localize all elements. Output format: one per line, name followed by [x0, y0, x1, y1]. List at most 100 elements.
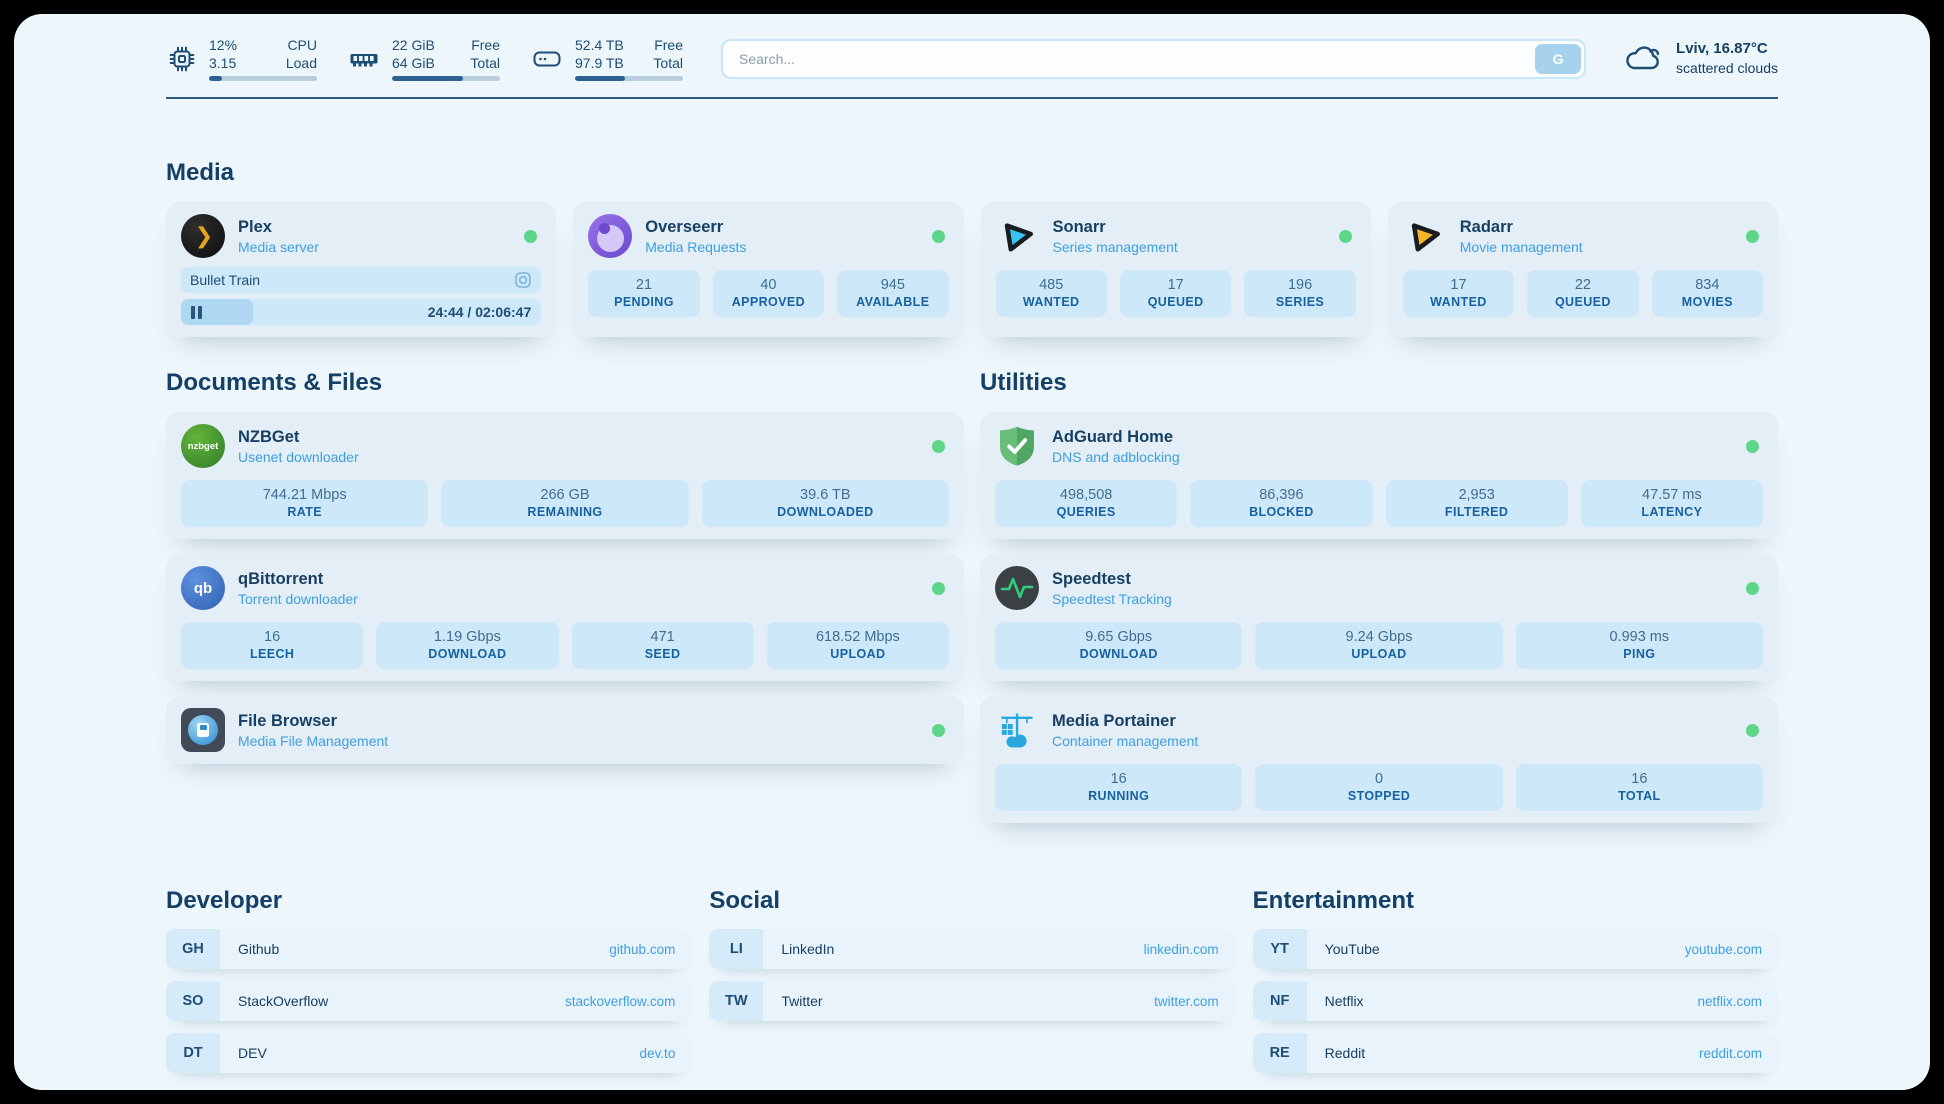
memory-progress-bar: [392, 76, 500, 82]
section-title-developer: Developer: [166, 887, 283, 915]
disk-icon: [533, 51, 561, 67]
disk-progress-fill: [575, 76, 625, 82]
sonarr-name: Sonarr: [1052, 218, 1106, 237]
cpu-progress-fill: [209, 76, 222, 82]
status-dot: [1746, 581, 1759, 595]
bookmark-dev[interactable]: DT DEV dev.to: [166, 1033, 692, 1074]
speedtest-subtitle: Speedtest Tracking: [1052, 590, 1172, 607]
speedtest-card[interactable]: Speedtest Speedtest Tracking 9.65 Gbps D…: [980, 554, 1778, 682]
memory-widget: 22 GiB 64 GiB Free Total: [347, 36, 500, 82]
bookmark-url: stackoverflow.com: [565, 993, 676, 1009]
weather-location: Lviv, 16.87°C: [1676, 40, 1768, 58]
bookmark-group-entertainment: Entertainment YT YouTube youtube.com NF …: [1252, 887, 1778, 1074]
cpu-icon: [169, 46, 195, 72]
filebrowser-subtitle: Media File Management: [238, 732, 389, 749]
status-dot: [1338, 229, 1352, 243]
stat-queries: 498,508 QUERIES: [995, 480, 1178, 528]
plex-subtitle: Media server: [238, 238, 319, 255]
bookmark-linkedin[interactable]: LI LinkedIn linkedin.com: [709, 929, 1235, 970]
speedtest-icon: [995, 566, 1039, 611]
stat-total: 16 TOTAL: [1515, 764, 1763, 812]
radarr-card[interactable]: Radarr Movie management 17 WANTED 22 QUE…: [1387, 202, 1778, 338]
qbittorrent-icon: qb: [181, 566, 225, 611]
stat-available: 945 AVAILABLE: [837, 270, 949, 318]
adguard-subtitle: DNS and adblocking: [1052, 448, 1180, 465]
bookmark-url: twitter.com: [1154, 993, 1219, 1009]
bookmark-abbr: GH: [166, 929, 220, 970]
bookmark-url: netflix.com: [1697, 993, 1762, 1009]
bookmark-reddit[interactable]: RE Reddit reddit.com: [1252, 1033, 1778, 1074]
stat-seed: 471 SEED: [571, 622, 754, 670]
status-dot: [1746, 723, 1759, 737]
bookmark-twitter[interactable]: TW Twitter twitter.com: [709, 981, 1235, 1022]
filebrowser-icon: [181, 708, 225, 753]
stat-queued: 17 QUEUED: [1119, 270, 1232, 318]
status-dot: [1746, 229, 1759, 243]
search-provider-button[interactable]: G: [1535, 43, 1582, 74]
portainer-card[interactable]: Media Portainer Container management 16 …: [980, 696, 1778, 824]
bookmark-abbr: DT: [166, 1033, 220, 1074]
section-title-entertainment: Entertainment: [1252, 887, 1415, 915]
status-dot: [932, 581, 945, 595]
stat-ping: 0.993 ms PING: [1515, 622, 1763, 670]
bookmark-stackoverflow[interactable]: SO StackOverflow stackoverflow.com: [166, 981, 692, 1022]
cpu-label: CPU: [287, 37, 317, 53]
radarr-icon: [1403, 214, 1447, 258]
plex-card[interactable]: ❯ Plex Media server Bullet Train: [166, 202, 557, 338]
portainer-subtitle: Container management: [1052, 732, 1199, 749]
memory-progress-fill: [392, 76, 464, 82]
section-title-documents: Documents & Files: [166, 369, 383, 397]
overseerr-card[interactable]: Overseerr Media Requests 21 PENDING 40 A…: [573, 202, 964, 338]
overseerr-icon: [588, 214, 633, 259]
portainer-icon: [995, 708, 1039, 752]
bookmark-name: LinkedIn: [781, 941, 835, 958]
utilities-column: Utilities: [980, 369, 1778, 824]
stat-wanted: 485 WANTED: [995, 270, 1107, 318]
media-grid: ❯ Plex Media server Bullet Train: [166, 202, 1778, 338]
stat-upload: 9.24 Gbps UPLOAD: [1255, 622, 1503, 670]
bookmark-github[interactable]: GH Github github.com: [166, 929, 692, 970]
stat-series: 196 SERIES: [1244, 270, 1356, 318]
stat-stopped: 0 STOPPED: [1255, 764, 1503, 812]
bookmark-name: Reddit: [1324, 1045, 1366, 1062]
bookmark-group-developer: Developer GH Github github.com SO StackO…: [166, 887, 692, 1074]
qbittorrent-card[interactable]: qb qBittorrent Torrent downloader 16 LEE…: [166, 554, 964, 682]
weather-widget: Lviv, 16.87°C scattered clouds: [1624, 39, 1778, 78]
cpu-percent: 12%: [209, 37, 238, 53]
adguard-name: AdGuard Home: [1052, 428, 1174, 447]
stat-approved: 40 APPROVED: [712, 270, 825, 318]
cpu-widget: 12% 3.15 CPU Load: [166, 36, 317, 82]
search-input[interactable]: [721, 38, 1587, 79]
cpu-progress-bar: [209, 76, 317, 82]
memory-free-value: 22 GiB: [392, 37, 435, 53]
documents-column: Documents & Files nzbget NZBGet Usenet d…: [166, 369, 964, 823]
overseerr-subtitle: Media Requests: [645, 238, 747, 255]
bookmark-group-social: Social LI LinkedIn linkedin.com TW Twitt…: [709, 887, 1235, 1073]
adguard-card[interactable]: AdGuard Home DNS and adblocking 498,508 …: [980, 412, 1778, 540]
bookmark-abbr: TW: [709, 981, 764, 1022]
sonarr-icon: [996, 214, 1040, 258]
dashboard: 12% 3.15 CPU Load: [14, 14, 1930, 1090]
disk-widget: 52.4 TB 97.9 TB Free Total: [530, 36, 683, 82]
sonarr-card[interactable]: Sonarr Series management 485 WANTED 17 Q…: [980, 202, 1371, 338]
plex-now-playing-title: Bullet Train: [190, 272, 261, 289]
bookmark-name: Netflix: [1324, 993, 1364, 1010]
nzbget-card[interactable]: nzbget NZBGet Usenet downloader 744.21 M…: [166, 412, 964, 540]
bookmark-url: dev.to: [639, 1045, 676, 1061]
bookmark-abbr: YT: [1252, 929, 1307, 970]
bookmark-youtube[interactable]: YT YouTube youtube.com: [1252, 929, 1778, 970]
status-dot: [1746, 439, 1759, 453]
stat-running: 16 RUNNING: [995, 764, 1243, 812]
cloud-icon: [1626, 46, 1660, 69]
filebrowser-card[interactable]: File Browser Media File Management: [166, 696, 964, 765]
stat-download: 1.19 Gbps DOWNLOAD: [376, 622, 559, 670]
disk-total-label: Total: [653, 55, 683, 72]
bookmark-abbr: NF: [1252, 981, 1307, 1022]
disk-free-label: Free: [654, 37, 683, 53]
portainer-name: Media Portainer: [1052, 712, 1176, 731]
bookmark-netflix[interactable]: NF Netflix netflix.com: [1252, 981, 1778, 1022]
bookmark-url: github.com: [609, 941, 676, 957]
filebrowser-name: File Browser: [238, 712, 338, 731]
status-dot: [931, 229, 945, 243]
stat-remaining: 266 GB REMAINING: [441, 480, 689, 528]
